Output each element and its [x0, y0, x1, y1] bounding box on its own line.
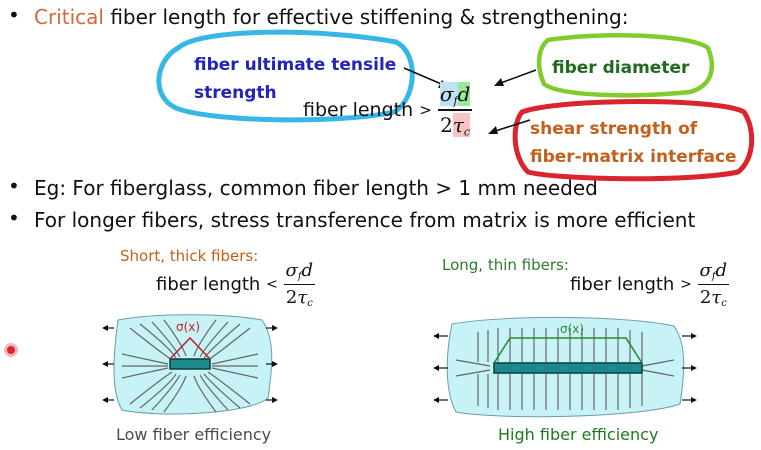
sigma-curve-left	[169, 336, 211, 360]
short-fiber-diagram	[102, 314, 278, 415]
bullet-text: fiber length for effective stiffening & …	[110, 5, 629, 29]
critical-word: Critical	[34, 5, 104, 29]
formula-denominator: 2τc	[440, 112, 471, 139]
shear-strength-label: shear strength of fiber-matrix interface	[530, 119, 737, 167]
main-formula: fiber length > σfd 2τc	[303, 82, 473, 139]
right-panel-title: Long, thin fibers:	[442, 256, 569, 274]
bullet-fiberglass: Eg: For fiberglass, common fiber length …	[34, 176, 598, 200]
sigma-label-right: σ(x)	[560, 322, 585, 336]
fraction-bar	[437, 109, 473, 111]
stress-lines	[121, 319, 259, 413]
left-panel-title: Short, thick fibers:	[120, 247, 259, 265]
tau-c-highlight: τc	[452, 112, 471, 139]
right-caption: High fiber efficiency	[498, 425, 659, 444]
laser-pointer-dot	[7, 346, 15, 354]
bullet-critical-length: Critical fiber length for effective stif…	[34, 5, 628, 29]
right-formula: fiber length > σfd 2τc	[570, 260, 730, 310]
tensile-strength-label: fiber ultimate tensile strength	[194, 55, 397, 103]
sigma-curve-right	[493, 337, 643, 364]
shear-ring	[512, 99, 755, 182]
left-formula: fiber length < σfd 2τc	[156, 260, 316, 310]
bullet-longer-fibers: For longer fibers, stress transference f…	[34, 208, 696, 232]
formula-fraction: σfd 2τc	[437, 82, 473, 139]
sigma-label-left: σ(x)	[176, 320, 201, 334]
long-fiber	[493, 362, 643, 374]
long-fiber-diagram	[433, 316, 697, 418]
fiber-diameter-label: fiber diameter	[552, 58, 690, 78]
formula-numerator: σfd	[438, 82, 473, 107]
d-highlight: d	[457, 82, 471, 106]
arrowheads	[433, 333, 697, 403]
diameter-ring	[536, 33, 714, 98]
left-caption: Low fiber efficiency	[116, 425, 272, 444]
tensile-ring	[156, 29, 415, 123]
bullet-dot: •	[8, 206, 20, 230]
bullet-dot: •	[8, 174, 20, 198]
short-fiber	[169, 358, 211, 370]
stress-lines	[455, 328, 675, 410]
formula-gt: >	[419, 101, 432, 120]
bullet-dot: •	[8, 3, 20, 27]
formula-lhs: fiber length	[303, 99, 414, 122]
sigma-f-highlight: σf	[439, 82, 458, 108]
arrowheads	[102, 325, 278, 403]
